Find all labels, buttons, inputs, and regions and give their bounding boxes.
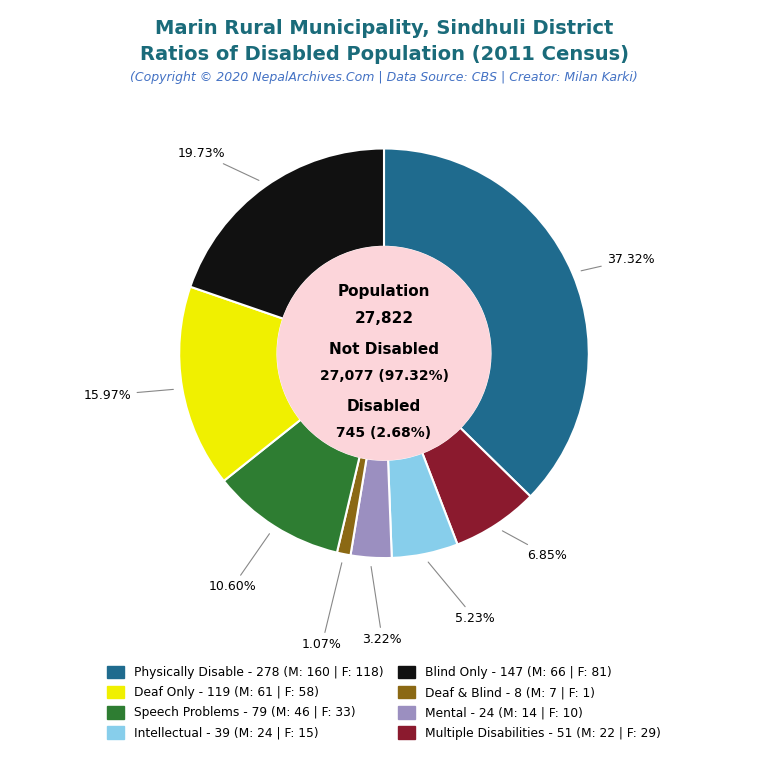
Wedge shape: [179, 286, 301, 481]
Text: 10.60%: 10.60%: [209, 534, 270, 594]
Wedge shape: [350, 458, 392, 558]
Wedge shape: [190, 148, 384, 319]
Text: (Copyright © 2020 NepalArchives.Com | Data Source: CBS | Creator: Milan Karki): (Copyright © 2020 NepalArchives.Com | Da…: [130, 71, 638, 84]
Text: 745 (2.68%): 745 (2.68%): [336, 426, 432, 440]
Text: Marin Rural Municipality, Sindhuli District: Marin Rural Municipality, Sindhuli Distr…: [155, 19, 613, 38]
Wedge shape: [388, 452, 458, 558]
Text: 19.73%: 19.73%: [177, 147, 259, 180]
Text: Disabled: Disabled: [347, 399, 421, 414]
Wedge shape: [384, 148, 589, 496]
Text: 5.23%: 5.23%: [429, 562, 495, 624]
Text: 15.97%: 15.97%: [84, 389, 174, 402]
Text: Population: Population: [338, 284, 430, 300]
Wedge shape: [422, 428, 531, 545]
Wedge shape: [337, 457, 366, 555]
Text: 27,822: 27,822: [355, 311, 413, 326]
Wedge shape: [223, 419, 359, 553]
Text: 6.85%: 6.85%: [502, 531, 567, 561]
Text: 1.07%: 1.07%: [302, 563, 342, 651]
Text: 3.22%: 3.22%: [362, 567, 402, 646]
Legend: Physically Disable - 278 (M: 160 | F: 118), Deaf Only - 119 (M: 61 | F: 58), Spe: Physically Disable - 278 (M: 160 | F: 11…: [101, 660, 667, 746]
Circle shape: [277, 247, 491, 460]
Text: 27,077 (97.32%): 27,077 (97.32%): [319, 369, 449, 382]
Text: 37.32%: 37.32%: [581, 253, 654, 271]
Text: Ratios of Disabled Population (2011 Census): Ratios of Disabled Population (2011 Cens…: [140, 45, 628, 64]
Text: Not Disabled: Not Disabled: [329, 342, 439, 356]
